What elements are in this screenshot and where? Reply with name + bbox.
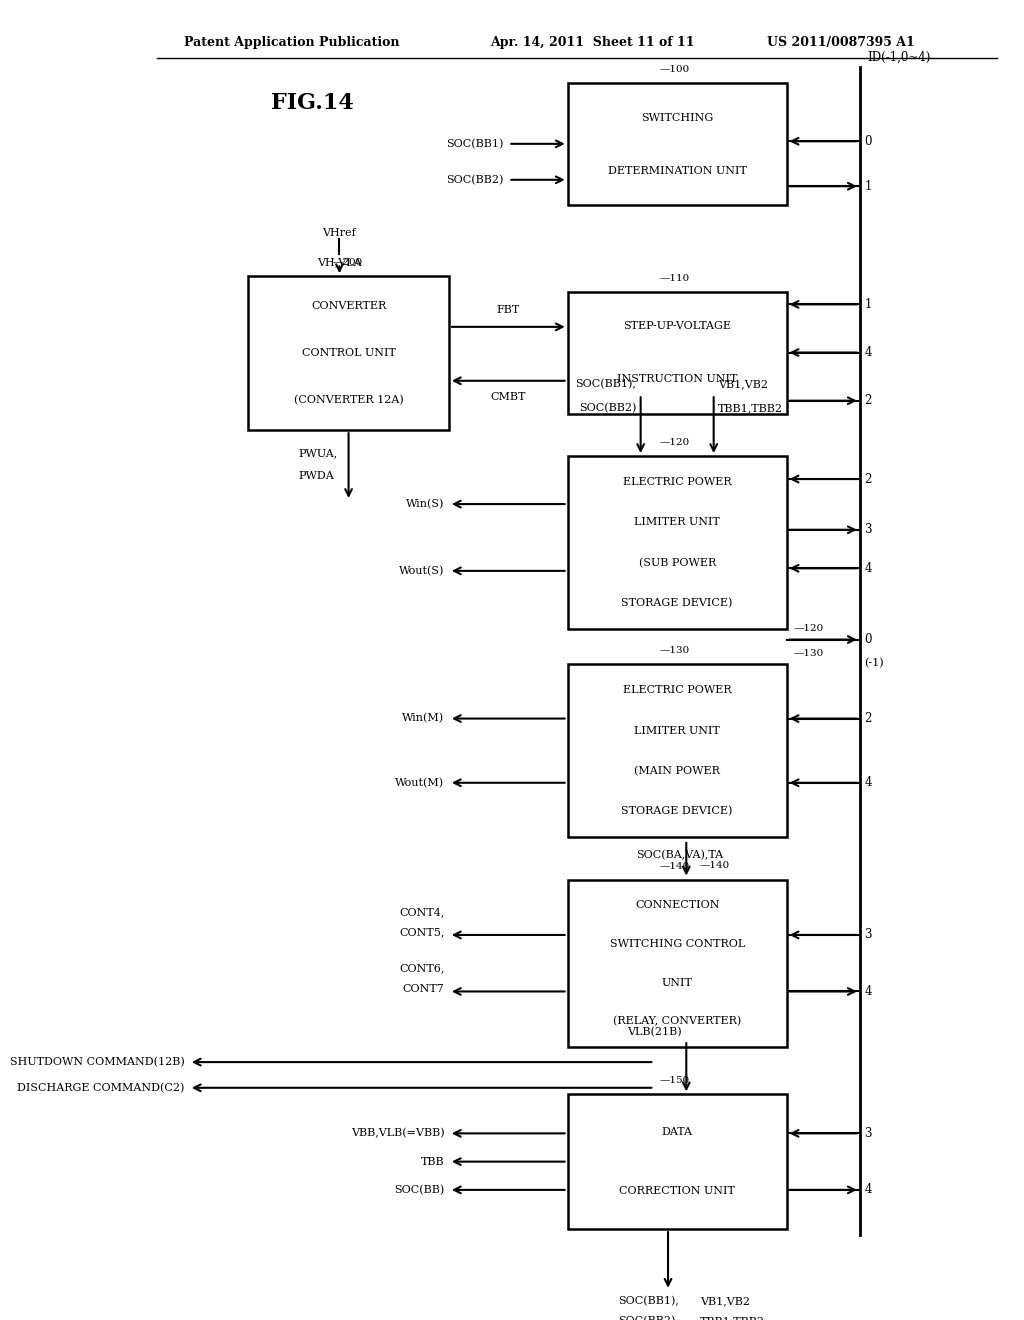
Text: CONT4,: CONT4,	[399, 907, 444, 917]
Text: 3: 3	[864, 523, 871, 536]
Text: TBB1,TBB2: TBB1,TBB2	[718, 404, 783, 413]
Text: LIMITER UNIT: LIMITER UNIT	[634, 726, 720, 735]
Text: —120: —120	[794, 624, 824, 634]
FancyBboxPatch shape	[567, 879, 786, 1047]
Text: VB1,VB2: VB1,VB2	[718, 379, 768, 389]
Text: CORRECTION UNIT: CORRECTION UNIT	[620, 1185, 735, 1196]
Text: CONNECTION: CONNECTION	[635, 900, 720, 909]
Text: 2: 2	[864, 395, 871, 407]
Text: US 2011/0087395 A1: US 2011/0087395 A1	[767, 36, 914, 49]
Text: —130: —130	[659, 645, 690, 655]
Text: SHUTDOWN COMMAND(12B): SHUTDOWN COMMAND(12B)	[9, 1057, 184, 1068]
Text: —110: —110	[659, 273, 690, 282]
Text: CONT6,: CONT6,	[399, 964, 444, 973]
Text: SOC(BB1): SOC(BB1)	[446, 139, 504, 149]
Text: (SUB POWER: (SUB POWER	[639, 557, 716, 568]
Text: CMBT: CMBT	[490, 392, 526, 403]
Text: VB1,VB2: VB1,VB2	[700, 1296, 750, 1305]
FancyBboxPatch shape	[567, 1094, 786, 1229]
Text: Win(M): Win(M)	[402, 713, 444, 723]
FancyBboxPatch shape	[567, 664, 786, 837]
Text: —140: —140	[659, 862, 690, 871]
Text: CONT5,: CONT5,	[399, 928, 444, 937]
Text: Wout(S): Wout(S)	[399, 566, 444, 576]
Text: 1: 1	[864, 180, 871, 193]
Text: 3: 3	[864, 1127, 871, 1140]
Text: STORAGE DEVICE): STORAGE DEVICE)	[622, 807, 733, 816]
Text: —130: —130	[794, 648, 824, 657]
Text: Patent Application Publication: Patent Application Publication	[184, 36, 399, 49]
Text: (CONVERTER 12A): (CONVERTER 12A)	[294, 395, 403, 405]
Text: INSTRUCTION UNIT: INSTRUCTION UNIT	[617, 374, 737, 384]
Text: DETERMINATION UNIT: DETERMINATION UNIT	[607, 166, 746, 176]
Text: ELECTRIC POWER: ELECTRIC POWER	[623, 685, 731, 696]
Text: SOC(BB2): SOC(BB2)	[617, 1316, 675, 1320]
Text: (-1): (-1)	[864, 657, 884, 668]
Text: CONTROL UNIT: CONTROL UNIT	[302, 348, 395, 358]
Text: VBB,VLB(=VBB): VBB,VLB(=VBB)	[351, 1129, 444, 1139]
FancyBboxPatch shape	[567, 292, 786, 413]
Text: SOC(BB1),: SOC(BB1),	[575, 379, 636, 389]
Text: TBB: TBB	[421, 1156, 444, 1167]
Text: SOC(BB1),: SOC(BB1),	[617, 1296, 679, 1307]
Text: 4: 4	[864, 346, 871, 359]
Text: CONVERTER: CONVERTER	[311, 301, 386, 312]
Text: 0: 0	[864, 634, 871, 645]
Text: (MAIN POWER: (MAIN POWER	[634, 766, 720, 776]
Text: 2: 2	[864, 711, 871, 725]
Text: PWUA,: PWUA,	[298, 449, 338, 458]
Text: 2: 2	[864, 473, 871, 486]
Text: 1: 1	[864, 298, 871, 312]
Text: —100: —100	[659, 66, 690, 74]
Text: ID(-1,0~4): ID(-1,0~4)	[867, 51, 931, 65]
Text: VLB(21B): VLB(21B)	[627, 1027, 682, 1038]
Text: DATA: DATA	[662, 1127, 692, 1138]
Text: VHref: VHref	[323, 227, 356, 238]
Text: —140: —140	[700, 861, 730, 870]
Text: 4: 4	[864, 776, 871, 789]
Text: Win(S): Win(S)	[407, 499, 444, 510]
Text: 4: 4	[864, 1184, 871, 1196]
Text: STEP-UP-VOLTAGE: STEP-UP-VOLTAGE	[624, 321, 731, 331]
Text: 3: 3	[864, 928, 871, 941]
Text: FBT: FBT	[497, 305, 520, 315]
Text: 0: 0	[864, 135, 871, 148]
FancyBboxPatch shape	[248, 276, 449, 430]
Text: CONT7: CONT7	[402, 983, 444, 994]
Text: UNIT: UNIT	[662, 978, 692, 987]
Text: STORAGE DEVICE): STORAGE DEVICE)	[622, 598, 733, 609]
Text: SOC(BB2): SOC(BB2)	[579, 403, 636, 413]
Text: SOC(BA,VA),TA: SOC(BA,VA),TA	[636, 850, 723, 861]
Text: Wout(M): Wout(M)	[395, 777, 444, 788]
Text: TBB1,TBB2: TBB1,TBB2	[700, 1316, 765, 1320]
Text: DISCHARGE COMMAND(C2): DISCHARGE COMMAND(C2)	[17, 1082, 184, 1093]
Text: SWITCHING CONTROL: SWITCHING CONTROL	[609, 939, 744, 949]
Text: Apr. 14, 2011  Sheet 11 of 11: Apr. 14, 2011 Sheet 11 of 11	[490, 36, 694, 49]
FancyBboxPatch shape	[567, 455, 786, 630]
Text: SWITCHING: SWITCHING	[641, 114, 714, 123]
Text: PWDA: PWDA	[298, 471, 334, 482]
Text: ELECTRIC POWER: ELECTRIC POWER	[623, 477, 731, 487]
Text: —150: —150	[659, 1076, 690, 1085]
Text: —200: —200	[333, 259, 362, 267]
Text: SOC(BB): SOC(BB)	[394, 1185, 444, 1195]
Text: 4: 4	[864, 985, 871, 998]
Text: VH,VLA: VH,VLA	[317, 257, 361, 267]
Text: (RELAY, CONVERTER): (RELAY, CONVERTER)	[613, 1016, 741, 1027]
Text: FIG.14: FIG.14	[271, 92, 353, 114]
FancyBboxPatch shape	[567, 83, 786, 206]
Text: SOC(BB2): SOC(BB2)	[446, 174, 504, 185]
Text: 4: 4	[864, 562, 871, 574]
Text: LIMITER UNIT: LIMITER UNIT	[634, 517, 720, 528]
Text: —120: —120	[659, 438, 690, 447]
